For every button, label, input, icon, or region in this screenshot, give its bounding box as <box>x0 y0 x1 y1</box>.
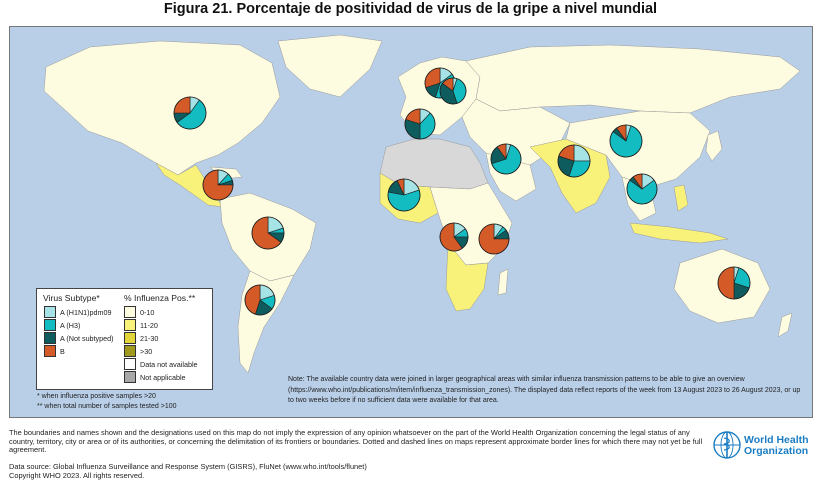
legend-subtype-header: Virus Subtype* <box>43 293 100 303</box>
pie-north-america <box>173 96 207 130</box>
land-madagascar <box>497 268 509 296</box>
legend-label: A (Not subtyped) <box>60 333 114 343</box>
legend-label: 11-20 <box>140 320 158 330</box>
disclaimer-text: The boundaries and names shown and the d… <box>9 428 703 455</box>
copyright-line: Copyright WHO 2023. All rights reserved. <box>9 470 145 480</box>
who-emblem-icon <box>713 431 741 459</box>
legend-swatch <box>124 332 136 344</box>
legend-swatch <box>124 371 136 383</box>
legend-label: A (H3) <box>60 320 81 330</box>
pie-outline <box>244 284 276 316</box>
pie-outline <box>202 169 234 201</box>
legend-swatch <box>124 319 136 331</box>
figure-title: Figura 21. Porcentaje de positividad de … <box>163 1 658 17</box>
legend-swatch <box>124 358 136 370</box>
legend-item-h3: A (H3) <box>44 319 80 331</box>
pie-south-west-europe <box>404 108 436 140</box>
map-canvas <box>43 34 801 374</box>
pie-western-africa <box>387 178 421 212</box>
pie-south-east-asia <box>626 173 658 205</box>
legend-item-no-data: Data not available <box>124 358 198 370</box>
legend-swatch <box>124 306 136 318</box>
pie-outline <box>404 108 436 140</box>
who-logo: World Health Organization <box>712 430 812 462</box>
pie-outline <box>439 222 469 252</box>
legend-item-not-applicable: Not applicable <box>124 371 186 383</box>
legend-label: Not applicable <box>140 372 186 382</box>
legend-swatch <box>44 306 56 318</box>
pie-outline <box>251 216 285 250</box>
legend-label: 21-30 <box>140 333 159 343</box>
pie-outline <box>478 223 510 255</box>
legend-item-gt30: >30 <box>124 345 152 357</box>
map-legend: Virus Subtype* % Influenza Pos.** A (H1N… <box>36 288 213 390</box>
pie-outline <box>626 173 658 205</box>
who-wordmark: World Health Organization <box>744 435 809 456</box>
world-map <box>9 26 813 418</box>
pie-outline <box>557 144 591 178</box>
legend-item-b: B <box>44 345 65 357</box>
pie-outline <box>609 124 643 158</box>
legend-swatch <box>124 345 136 357</box>
pie-eastern-asia <box>609 124 643 158</box>
pie-outline <box>387 178 421 212</box>
pie-outline <box>717 266 751 300</box>
legend-item-11-20: 11-20 <box>124 319 158 331</box>
legend-label: >30 <box>140 346 153 356</box>
legend-swatch <box>44 319 56 331</box>
land-japan <box>705 130 723 162</box>
pie-outline <box>490 143 522 175</box>
land-north-america <box>43 40 281 176</box>
legend-item-not-subtyped: A (Not subtyped) <box>44 332 114 344</box>
legend-swatch <box>44 332 56 344</box>
map-note: Note: The available country data were jo… <box>288 376 801 404</box>
pie-middle-africa <box>439 222 469 252</box>
legend-item-21-30: 21-30 <box>124 332 158 344</box>
legend-label: A (H1N1)pdm09 <box>60 307 112 317</box>
pie-oceania <box>717 266 751 300</box>
who-wordmark-line: World Health <box>744 434 809 446</box>
land-southern-africa <box>445 242 489 312</box>
pie-temperate-south-america <box>244 284 276 316</box>
legend-label: 0-10 <box>140 307 155 317</box>
pie-tropical-south-america <box>251 216 285 250</box>
land-greenland <box>277 34 383 98</box>
legend-label: Data not available <box>140 359 198 369</box>
pie-central-america-and-caribbean <box>202 169 234 201</box>
pie-eastern-europe <box>439 77 467 105</box>
pie-southern-asia <box>557 144 591 178</box>
source-line: Data source: Global Influenza Surveillan… <box>9 462 367 471</box>
legend-swatch <box>44 345 56 357</box>
pie-outline <box>173 96 207 130</box>
footnote-positivity: ** when total number of samples tested >… <box>37 403 177 410</box>
legend-positivity-header: % Influenza Pos.** <box>124 293 196 303</box>
footnote-subtype: * when influenza positive samples >20 <box>37 393 156 400</box>
land-new-zealand <box>777 312 793 338</box>
pie-eastern-africa <box>478 223 510 255</box>
land-indonesia <box>629 222 729 244</box>
who-wordmark-line: Organization <box>744 444 809 457</box>
pie-western-asia <box>490 143 522 175</box>
legend-item-0-10: 0-10 <box>124 306 154 318</box>
data-source: Data source: Global Influenza Surveillan… <box>9 462 609 480</box>
pie-outline <box>439 77 467 105</box>
land-north-asia <box>465 44 801 114</box>
legend-item-h1n1: A (H1N1)pdm09 <box>44 306 112 318</box>
pie-layer <box>173 67 751 316</box>
legend-label: B <box>60 346 65 356</box>
land-philippines <box>673 184 689 212</box>
